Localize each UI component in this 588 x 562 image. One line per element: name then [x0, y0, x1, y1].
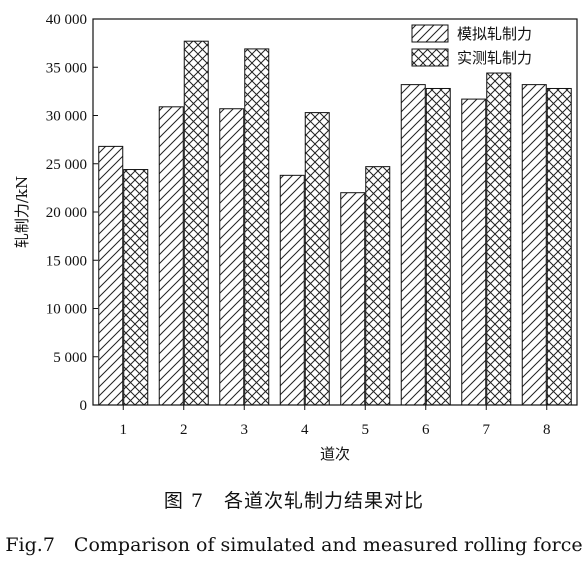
y-tick-label: 20 000 — [46, 205, 87, 221]
bar-measured-pass-7 — [486, 72, 512, 406]
y-tick-label: 0 — [80, 398, 88, 414]
x-tick-label: 5 — [362, 422, 370, 438]
bar-measured-pass-8 — [546, 87, 572, 406]
x-tick-label: 8 — [543, 422, 551, 438]
bar-simulated-pass-3 — [219, 108, 245, 406]
bar-measured-pass-3 — [244, 48, 270, 406]
x-tick-label: 7 — [483, 422, 491, 438]
bar-simulated-pass-2 — [158, 106, 184, 406]
figure-caption-english: Fig.7 Comparison of simulated and measur… — [5, 534, 583, 556]
bar-simulated-pass-5 — [340, 192, 366, 406]
x-tick-label: 6 — [422, 422, 430, 438]
figure-caption-chinese: 图 7 各道次轧制力结果对比 — [163, 490, 425, 512]
x-axis-title: 道次 — [320, 445, 350, 463]
bar-measured-pass-5 — [365, 166, 391, 406]
y-tick-label: 10 000 — [46, 302, 87, 318]
y-tick-label: 15 000 — [46, 253, 87, 269]
x-tick-label: 4 — [301, 422, 309, 438]
x-tick-label: 3 — [241, 422, 249, 438]
bar-simulated-pass-6 — [400, 84, 426, 406]
bar-simulated-pass-7 — [461, 98, 487, 406]
y-axis-title: 轧制力/kN — [13, 176, 31, 248]
y-tick-label: 40 000 — [46, 12, 87, 28]
y-tick-label: 30 000 — [46, 109, 87, 125]
bar-simulated-pass-8 — [521, 84, 547, 406]
bar-measured-pass-1 — [123, 169, 149, 406]
bar-measured-pass-4 — [304, 112, 330, 406]
x-tick-label: 2 — [180, 422, 188, 438]
bar-measured-pass-2 — [183, 40, 209, 406]
rolling-force-chart: 1 2 3 4 5 6 7 8 0 5 000 10 000 15 000 20 000 25 000 30… — [13, 12, 578, 463]
legend-label-measured: 实测轧制力 — [457, 49, 532, 67]
y-tick-label: 35 000 — [46, 60, 87, 76]
chart-svg: 1 2 3 4 5 6 7 8 0 5 000 10 000 15 000 20 000 25 000 30… — [13, 12, 578, 463]
legend-swatch-simulated — [411, 24, 449, 43]
y-tick-label: 5 000 — [53, 350, 87, 366]
bar-simulated-pass-1 — [98, 145, 124, 406]
bar-simulated-pass-4 — [279, 174, 305, 406]
legend-label-simulated: 模拟轧制力 — [457, 25, 532, 43]
y-tick-label: 25 000 — [46, 157, 87, 173]
x-tick-label: 1 — [120, 422, 128, 438]
bar-measured-pass-6 — [425, 87, 451, 406]
legend-swatch-measured — [411, 48, 449, 67]
